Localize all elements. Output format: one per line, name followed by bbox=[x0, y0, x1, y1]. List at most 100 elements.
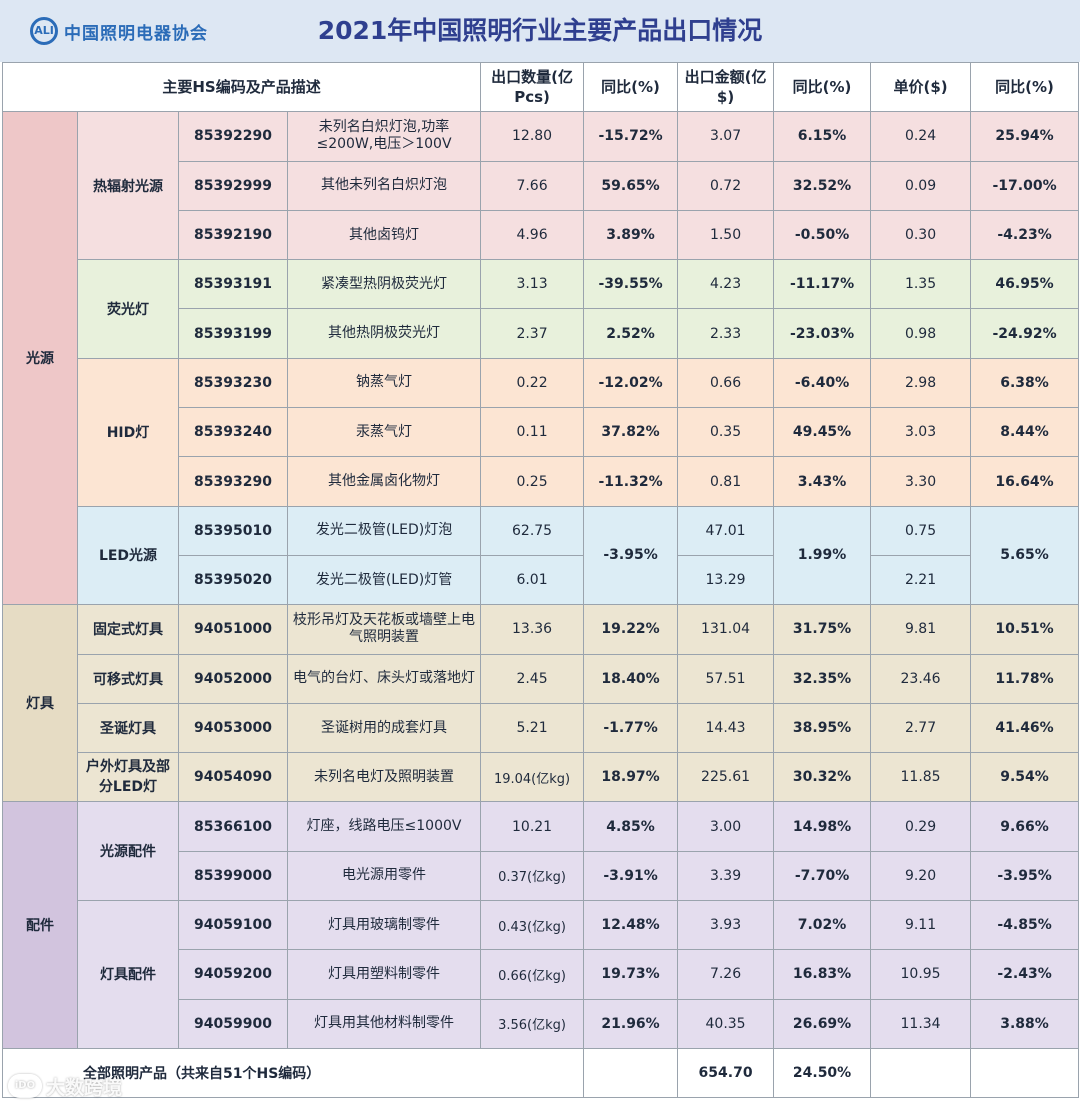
amount-yoy: 7.02% bbox=[773, 900, 872, 951]
amount-yoy: 14.98% bbox=[773, 801, 872, 852]
amount-yoy: 26.69% bbox=[773, 998, 872, 1049]
product-desc: 其他金属卤化物灯 bbox=[286, 456, 482, 507]
price-yoy: -17.00% bbox=[970, 160, 1080, 211]
unit-price: 23.46 bbox=[870, 653, 972, 704]
export-qty: 10.21 bbox=[480, 801, 585, 852]
total-unit-price bbox=[870, 1047, 972, 1099]
product-desc: 其他未列名白炽灯泡 bbox=[286, 160, 482, 211]
price-yoy: -3.95% bbox=[970, 850, 1080, 902]
qty-yoy: 18.40% bbox=[583, 653, 679, 704]
price-yoy: 3.88% bbox=[970, 998, 1080, 1049]
qty-yoy: 18.97% bbox=[583, 752, 679, 803]
export-amount: 40.35 bbox=[677, 998, 775, 1049]
qty-yoy: -3.95% bbox=[583, 505, 679, 606]
export-amount: 14.43 bbox=[677, 702, 775, 754]
table-row: 94059200 灯具用塑料制零件 0.66(亿kg) 19.73% 7.26 … bbox=[2, 949, 1080, 1000]
export-qty: 4.96 bbox=[480, 209, 585, 261]
unit-price: 1.35 bbox=[870, 259, 972, 310]
amount-yoy: 16.83% bbox=[773, 949, 872, 1000]
unit-price: 9.20 bbox=[870, 850, 972, 902]
table-row: 85393199 其他热阴极荧光灯 2.37 2.52% 2.33 -23.03… bbox=[2, 308, 1080, 359]
export-qty: 62.75 bbox=[480, 505, 585, 556]
table-row: 85393290 其他金属卤化物灯 0.25 -11.32% 0.81 3.43… bbox=[2, 456, 1080, 507]
product-desc: 灯具用玻璃制零件 bbox=[286, 900, 482, 951]
price-yoy: 8.44% bbox=[970, 407, 1080, 458]
page-title: 2021年中国照明行业主要产品出口情况 bbox=[317, 16, 763, 45]
export-qty: 3.56(亿kg) bbox=[480, 998, 585, 1049]
export-qty: 2.37 bbox=[480, 308, 585, 359]
price-yoy: 46.95% bbox=[970, 259, 1080, 310]
unit-price: 9.11 bbox=[870, 900, 972, 951]
price-yoy: 10.51% bbox=[970, 604, 1080, 655]
price-yoy: -24.92% bbox=[970, 308, 1080, 359]
price-yoy: 6.38% bbox=[970, 357, 1080, 409]
header-product: 主要HS编码及产品描述 bbox=[1, 61, 482, 113]
qty-yoy: -39.55% bbox=[583, 259, 679, 310]
export-amount: 0.81 bbox=[677, 456, 775, 507]
hs-code: 85395010 bbox=[178, 505, 288, 556]
product-desc: 电光源用零件 bbox=[286, 850, 482, 902]
subgroup-fixture-parts: 灯具配件 bbox=[77, 900, 179, 1049]
title-bar: ALI 中国照明电器协会 2021年中国照明行业主要产品出口情况 bbox=[0, 0, 1080, 64]
product-desc: 未列名白炽灯泡,功率≤200W,电压＞100V bbox=[286, 111, 482, 162]
unit-price: 11.34 bbox=[870, 998, 972, 1049]
product-desc: 汞蒸气灯 bbox=[286, 407, 482, 458]
watermark-icon: iDO bbox=[8, 1074, 42, 1098]
table-row: 配件 光源配件 85366100 灯座，线路电压≤1000V 10.21 4.8… bbox=[2, 801, 1080, 1049]
export-qty: 0.43(亿kg) bbox=[480, 900, 585, 951]
export-amount: 2.33 bbox=[677, 308, 775, 359]
export-qty: 3.13 bbox=[480, 259, 585, 310]
amount-yoy: 30.32% bbox=[773, 752, 872, 803]
hs-code: 85393230 bbox=[178, 357, 288, 409]
table-row: 85395020 发光二极管(LED)灯管 6.01 13.29 2.21 bbox=[2, 554, 1079, 606]
unit-price: 10.95 bbox=[870, 949, 972, 1000]
export-qty: 0.11 bbox=[480, 407, 585, 458]
subgroup-led: LED光源 bbox=[77, 505, 179, 606]
amount-yoy: 1.99% bbox=[773, 505, 872, 606]
hs-code: 94059200 bbox=[178, 949, 288, 1000]
export-amount: 3.07 bbox=[677, 111, 775, 162]
export-amount: 13.29 bbox=[677, 554, 775, 606]
product-desc: 钠蒸气灯 bbox=[286, 357, 482, 409]
table-row: 可移式灯具 94052000 电气的台灯、床头灯或落地灯 2.45 18.40%… bbox=[2, 653, 1080, 704]
table-row: 灯具配件 94059100 灯具用玻璃制零件 0.43(亿kg) 12.48% … bbox=[2, 900, 1080, 1049]
product-desc: 其他热阴极荧光灯 bbox=[286, 308, 482, 359]
export-qty: 19.04(亿kg) bbox=[480, 752, 585, 803]
export-amount: 7.26 bbox=[677, 949, 775, 1000]
export-qty: 7.66 bbox=[480, 160, 585, 211]
qty-yoy: -3.91% bbox=[583, 850, 679, 902]
subgroup-xmas: 圣诞灯具 bbox=[77, 702, 179, 754]
qty-yoy: 19.73% bbox=[583, 949, 679, 1000]
export-amount: 1.50 bbox=[677, 209, 775, 261]
export-qty: 2.45 bbox=[480, 653, 585, 704]
hs-code: 94059900 bbox=[178, 998, 288, 1049]
total-price-yoy bbox=[970, 1047, 1080, 1099]
price-yoy: -2.43% bbox=[970, 949, 1080, 1000]
header-unit-price: 单价($) bbox=[870, 61, 972, 113]
hs-code: 94053000 bbox=[178, 702, 288, 754]
product-desc: 圣诞树用的成套灯具 bbox=[286, 702, 482, 754]
export-amount: 0.66 bbox=[677, 357, 775, 409]
unit-price: 0.98 bbox=[870, 308, 972, 359]
header-amount-yoy: 同比(%) bbox=[773, 61, 872, 113]
amount-yoy: -6.40% bbox=[773, 357, 872, 409]
price-yoy: 9.66% bbox=[970, 801, 1080, 852]
qty-yoy: 21.96% bbox=[583, 998, 679, 1049]
price-yoy: 16.64% bbox=[970, 456, 1080, 507]
export-qty: 0.25 bbox=[480, 456, 585, 507]
export-amount: 3.93 bbox=[677, 900, 775, 951]
table-row: 85399000 电光源用零件 0.37(亿kg) -3.91% 3.39 -7… bbox=[2, 850, 1080, 902]
unit-price: 11.85 bbox=[870, 752, 972, 803]
unit-price: 0.30 bbox=[870, 209, 972, 261]
logo-icon: ALI bbox=[30, 17, 58, 45]
table-row: LED光源 85395010 发光二极管(LED)灯泡 62.75 -3.95%… bbox=[2, 505, 1080, 606]
amount-yoy: -23.03% bbox=[773, 308, 872, 359]
qty-yoy: 4.85% bbox=[583, 801, 679, 852]
table-row: 85392190 其他卤钨灯 4.96 3.89% 1.50 -0.50% 0.… bbox=[2, 209, 1080, 261]
product-desc: 电气的台灯、床头灯或落地灯 bbox=[286, 653, 482, 704]
export-table: 主要HS编码及产品描述 出口数量(亿Pcs) 同比(%) 出口金额(亿$) 同比… bbox=[1, 61, 1080, 1099]
price-yoy: 11.78% bbox=[970, 653, 1080, 704]
total-qty-yoy bbox=[583, 1047, 679, 1099]
subgroup-outdoor: 户外灯具及部分LED灯 bbox=[77, 752, 179, 803]
